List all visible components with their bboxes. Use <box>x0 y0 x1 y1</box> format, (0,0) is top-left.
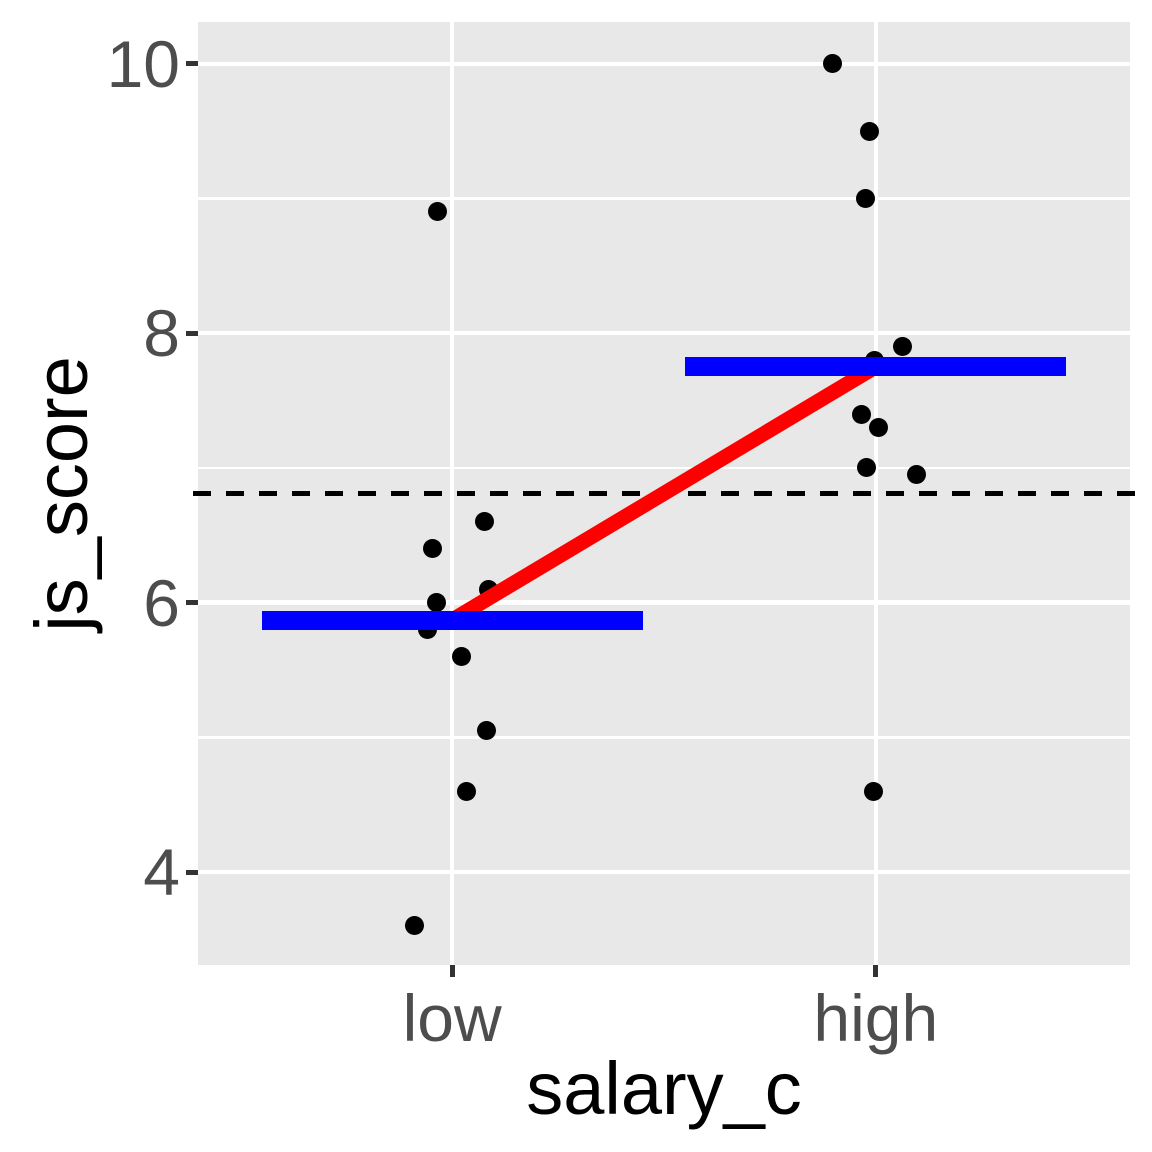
y-minor-gridline <box>198 736 1130 739</box>
x-tick-mark <box>873 965 879 977</box>
y-minor-gridline <box>198 197 1130 200</box>
y-tick-label: 4 <box>143 835 180 910</box>
data-point <box>857 458 877 478</box>
y-tick-label: 8 <box>143 296 180 371</box>
y-tick-mark <box>186 600 198 606</box>
data-point <box>907 465 927 485</box>
y-axis-title: js_score <box>20 355 103 632</box>
x-axis-title: salary_c <box>526 1047 802 1130</box>
data-point <box>451 647 471 666</box>
x-tick-label: high <box>813 981 939 1055</box>
data-point <box>426 593 446 613</box>
y-major-gridline <box>198 330 1130 336</box>
data-point <box>852 404 872 424</box>
group-mean-bar <box>685 357 1067 377</box>
data-point <box>427 202 447 222</box>
data-point <box>856 188 876 208</box>
data-point <box>823 54 843 74</box>
x-tick-label: low <box>402 981 502 1055</box>
data-point <box>404 916 424 936</box>
data-point <box>860 121 880 141</box>
y-minor-gridline <box>198 466 1130 470</box>
data-point <box>864 781 884 801</box>
y-tick-mark <box>186 330 198 336</box>
data-point <box>869 417 889 437</box>
y-major-gridline <box>198 869 1130 875</box>
data-point <box>476 721 496 741</box>
group-mean-bar <box>261 610 643 630</box>
y-tick-label: 6 <box>143 565 180 640</box>
data-point <box>456 781 476 801</box>
y-major-gridline <box>198 600 1130 605</box>
data-point <box>474 512 494 532</box>
y-tick-mark <box>186 869 198 875</box>
y-tick-mark <box>186 61 198 67</box>
y-tick-label: 10 <box>106 26 180 101</box>
x-tick-mark <box>449 965 455 977</box>
y-major-gridline <box>198 61 1130 66</box>
data-point <box>893 337 913 357</box>
data-point <box>422 539 442 559</box>
